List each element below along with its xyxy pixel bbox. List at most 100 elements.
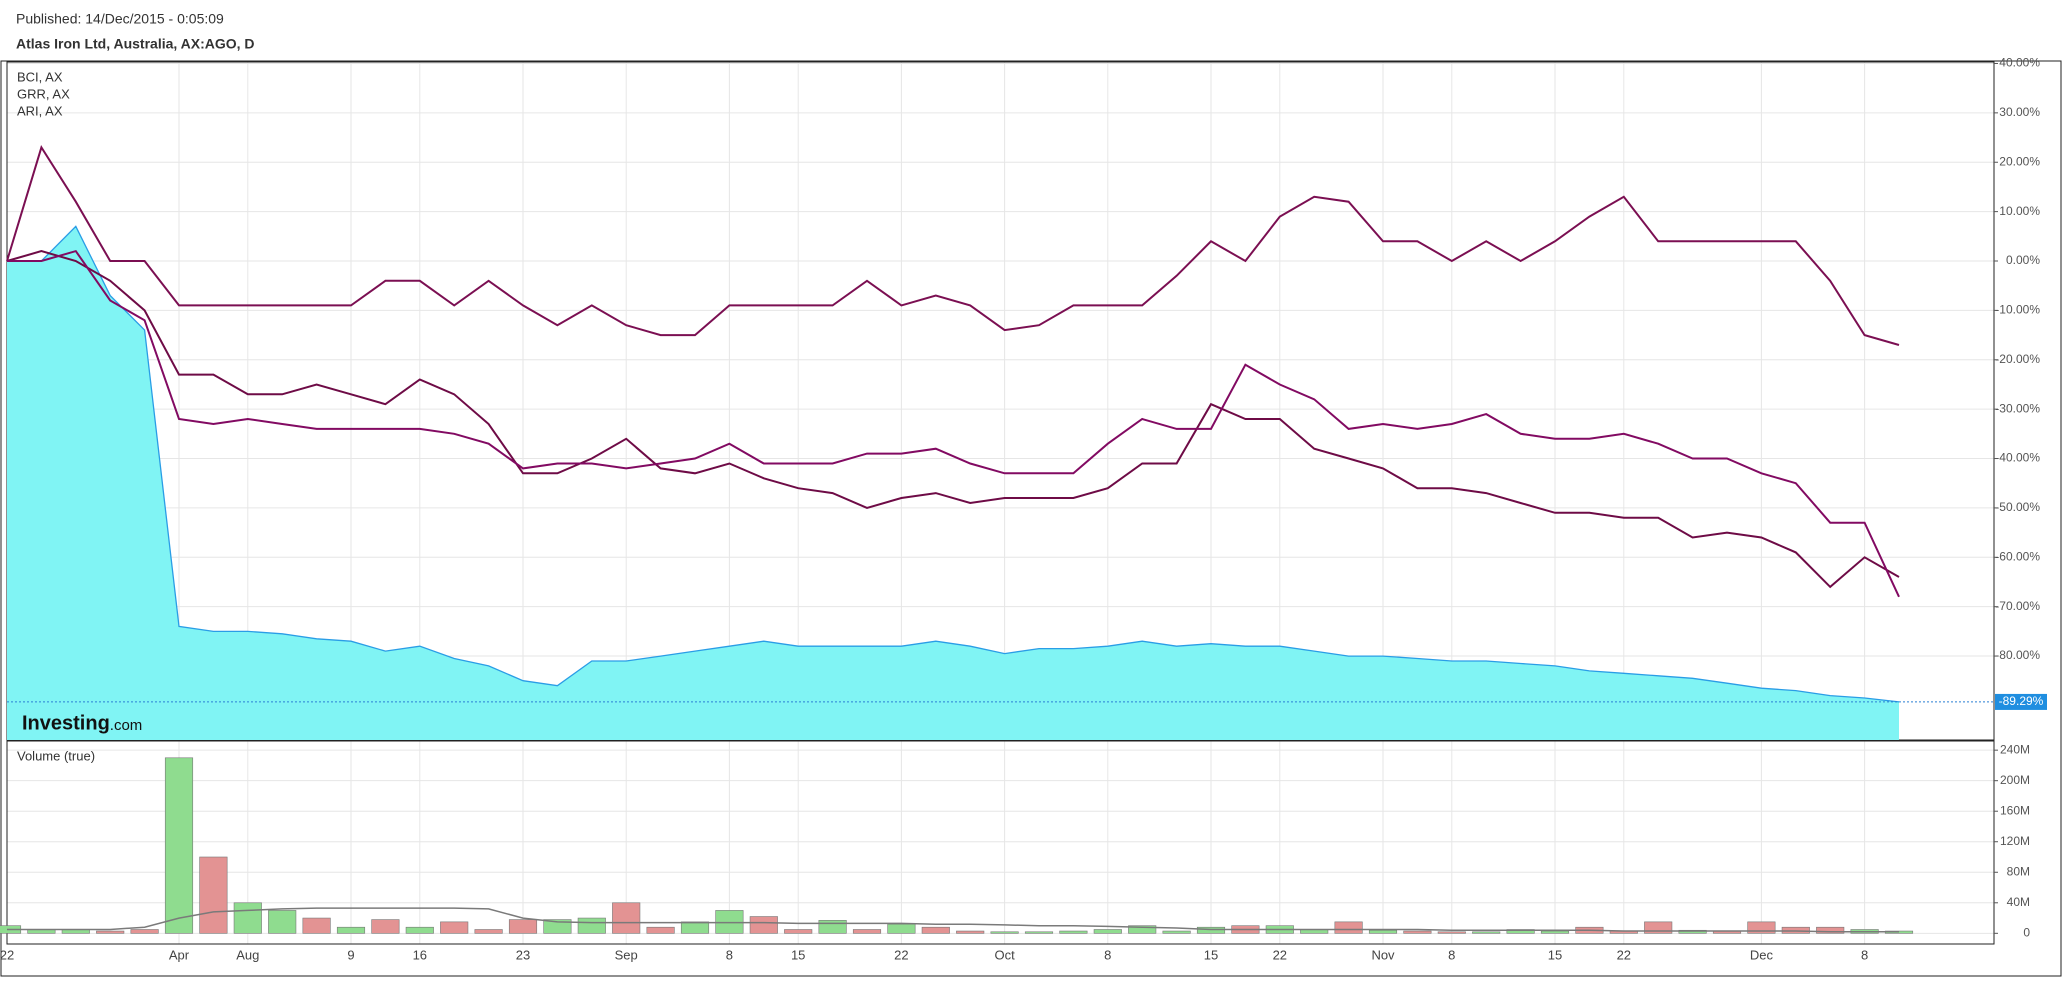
volume-bar [852, 929, 882, 934]
chart-title: Atlas Iron Ltd, Australia, AX:AGO, D [16, 36, 255, 52]
x-tick-label: Aug [236, 947, 259, 962]
volume-bar [508, 919, 538, 934]
volume-bar [1816, 926, 1845, 934]
comparison-line [7, 249, 1900, 598]
volume-bar [1403, 930, 1432, 934]
watermark-suffix: .com [110, 717, 143, 734]
area-line [7, 225, 1900, 703]
volume-bar [1334, 921, 1363, 934]
y-tick-label: -60.00% [1995, 549, 2040, 563]
volume-bar [680, 921, 710, 934]
volume-bar [577, 917, 606, 934]
volume-bar [474, 929, 503, 934]
y-tick-label: 200M [2000, 773, 2030, 787]
volume-panel-frame [6, 740, 1995, 945]
y-tick-label: 40.00% [1999, 56, 2040, 70]
volume-bar [268, 910, 297, 934]
volume-bar [1540, 930, 1570, 934]
volume-bar [1128, 925, 1157, 934]
y-tick-label: 10.00% [1999, 204, 2040, 218]
y-tick-label: -10.00% [1995, 303, 2040, 317]
x-tick-label: 23 [516, 947, 530, 962]
y-tick-label: 20.00% [1999, 154, 2040, 168]
watermark-brand: Investing [22, 712, 110, 734]
x-tick-label: 22 [0, 947, 14, 962]
volume-bar [371, 919, 400, 934]
volume-bar [784, 929, 813, 934]
outer-frame [0, 60, 2062, 977]
volume-bar [887, 923, 916, 934]
y-tick-label: 160M [2000, 803, 2030, 817]
volume-bar [1368, 929, 1398, 934]
volume-bar [956, 930, 985, 934]
volume-bar [164, 757, 194, 934]
y-tick-label: -30.00% [1995, 401, 2040, 415]
y-tick-label: 30.00% [1999, 105, 2040, 119]
y-tick-label: 0.00% [2006, 253, 2040, 267]
legend-entry: BCI, AX [17, 69, 63, 84]
published-stamp: Published: 14/Dec/2015 - 0:05:09 [16, 11, 224, 27]
background-layer [6, 62, 1994, 944]
x-tick-label: 8 [1104, 947, 1111, 962]
volume-bar [199, 856, 228, 934]
volume-bar [1196, 926, 1226, 934]
x-tick-label: Nov [1371, 947, 1395, 962]
legend-entry: GRR, AX [17, 86, 70, 101]
y-tick-label: -50.00% [1995, 500, 2040, 514]
volume-title: Volume (true) [17, 748, 95, 763]
x-tick-label: Oct [994, 947, 1015, 962]
x-tick-label: 22 [1273, 947, 1287, 962]
x-tick-label: 8 [1861, 947, 1868, 962]
x-tick-label: 16 [413, 947, 427, 962]
volume-bar [543, 919, 572, 934]
volume-bar [749, 916, 778, 934]
volume-bar [1059, 930, 1088, 934]
volume-bar [1472, 931, 1501, 934]
x-tick-label: 9 [347, 947, 354, 962]
comparison-line [6, 145, 1900, 346]
x-tick-label: 8 [726, 947, 733, 962]
volume-bar [1093, 929, 1122, 934]
volume-bar [130, 929, 159, 934]
y-tick-label: 80M [2007, 864, 2030, 878]
x-tick-label: 15 [1204, 947, 1218, 962]
volume-bar [646, 926, 675, 934]
x-tick-label: 15 [791, 947, 805, 962]
y-tick-label: 240M [2000, 742, 2030, 756]
last-value-box [1995, 693, 2047, 710]
x-tick-label: Dec [1750, 947, 1774, 962]
x-tick-label: 8 [1448, 947, 1455, 962]
volume-moving-average [7, 907, 1899, 933]
legend-entry: ARI, AX [17, 103, 63, 118]
x-tick-label: 22 [894, 947, 908, 962]
x-tick-label: 22 [1617, 947, 1631, 962]
volume-bar [96, 930, 125, 934]
volume-bar [336, 926, 366, 934]
area [7, 226, 1899, 740]
volume-bar [1506, 929, 1535, 934]
volume-bar [302, 917, 331, 934]
volume-bar [612, 902, 641, 934]
y-tick-label: -40.00% [1995, 451, 2040, 465]
x-tick-label: Apr [169, 947, 190, 962]
y-tick-label: -20.00% [1995, 352, 2040, 366]
y-tick-label: 40M [2007, 895, 2030, 909]
comparison-line [6, 250, 1900, 589]
volume-bar [1024, 931, 1054, 934]
y-tick-label: -70.00% [1995, 599, 2040, 613]
volume-bar [990, 931, 1019, 934]
volume-bar [233, 902, 262, 934]
x-tick-label: Sep [615, 947, 638, 962]
volume-bar [405, 926, 434, 934]
volume-bar [818, 920, 847, 934]
y-tick-label: -80.00% [1995, 648, 2040, 662]
volume-bar [921, 926, 950, 934]
volume-bar [1644, 921, 1673, 934]
volume-bar [1437, 931, 1466, 934]
y-tick-label: 0 [2023, 925, 2030, 939]
volume-bar [1162, 930, 1191, 934]
x-tick-label: 15 [1548, 947, 1562, 962]
last-value-label: -89.29% [1999, 694, 2044, 708]
